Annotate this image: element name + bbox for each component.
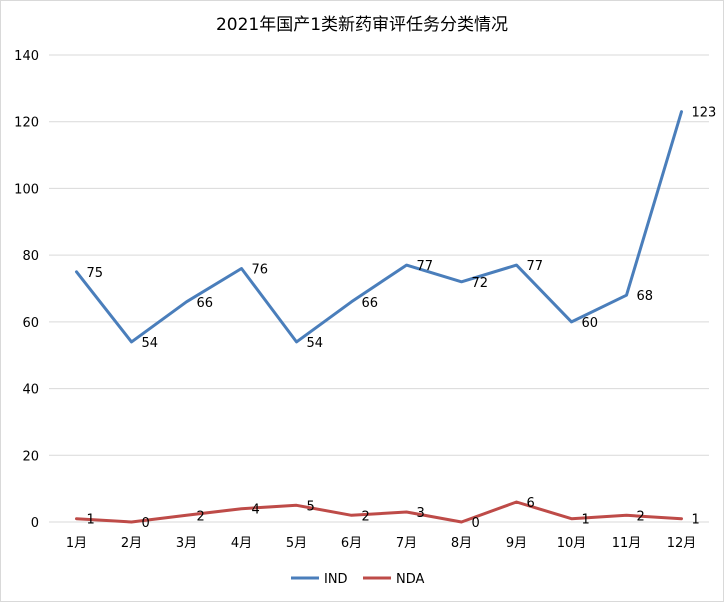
x-tick-label: 1月 bbox=[66, 536, 87, 551]
data-label: 1 bbox=[582, 513, 590, 528]
y-tick-label: 40 bbox=[22, 383, 39, 398]
y-tick-label: 80 bbox=[22, 249, 39, 264]
data-label: 4 bbox=[252, 503, 260, 518]
x-tick-label: 9月 bbox=[506, 536, 527, 551]
legend-label-ind: IND bbox=[324, 572, 348, 587]
y-tick-label: 0 bbox=[31, 516, 39, 531]
data-label: 77 bbox=[527, 259, 544, 274]
data-label: 66 bbox=[197, 296, 214, 311]
data-label: 3 bbox=[417, 506, 425, 521]
series-line-nda bbox=[75, 500, 683, 524]
x-tick-label: 6月 bbox=[341, 536, 362, 551]
x-tick-label: 8月 bbox=[451, 536, 472, 551]
data-label: 54 bbox=[307, 336, 324, 351]
data-label: 5 bbox=[307, 499, 315, 514]
y-tick-label: 60 bbox=[22, 316, 39, 331]
y-tick-label: 100 bbox=[14, 182, 39, 197]
data-label: 2 bbox=[637, 509, 645, 524]
data-label: 1 bbox=[87, 513, 95, 528]
x-tick-label: 11月 bbox=[612, 536, 642, 551]
data-label: 75 bbox=[87, 266, 104, 281]
x-tick-label: 2月 bbox=[121, 536, 142, 551]
legend-label-nda: NDA bbox=[396, 572, 425, 587]
data-label: 2 bbox=[362, 509, 370, 524]
data-label: 72 bbox=[472, 276, 489, 291]
x-tick-label: 5月 bbox=[286, 536, 307, 551]
y-tick-label: 140 bbox=[14, 49, 39, 64]
data-label: 0 bbox=[472, 516, 480, 531]
x-tick-label: 4月 bbox=[231, 536, 252, 551]
data-label: 66 bbox=[362, 296, 379, 311]
data-label: 0 bbox=[142, 516, 150, 531]
series-line-ind bbox=[75, 110, 683, 344]
x-tick-label: 10月 bbox=[557, 536, 587, 551]
data-label: 77 bbox=[417, 259, 434, 274]
x-tick-label: 12月 bbox=[667, 536, 697, 551]
data-label: 54 bbox=[142, 336, 159, 351]
x-tick-label: 3月 bbox=[176, 536, 197, 551]
data-label: 76 bbox=[252, 262, 269, 277]
data-label: 6 bbox=[527, 496, 535, 511]
x-tick-label: 7月 bbox=[396, 536, 417, 551]
y-tick-label: 120 bbox=[14, 116, 39, 131]
chart-title: 2021年国产1类新药审评任务分类情况 bbox=[215, 15, 509, 35]
y-tick-label: 20 bbox=[22, 449, 39, 464]
data-label: 68 bbox=[637, 289, 654, 304]
data-label: 1 bbox=[692, 513, 700, 528]
data-label: 60 bbox=[582, 316, 599, 331]
data-label: 123 bbox=[692, 106, 717, 121]
data-label: 2 bbox=[197, 509, 205, 524]
